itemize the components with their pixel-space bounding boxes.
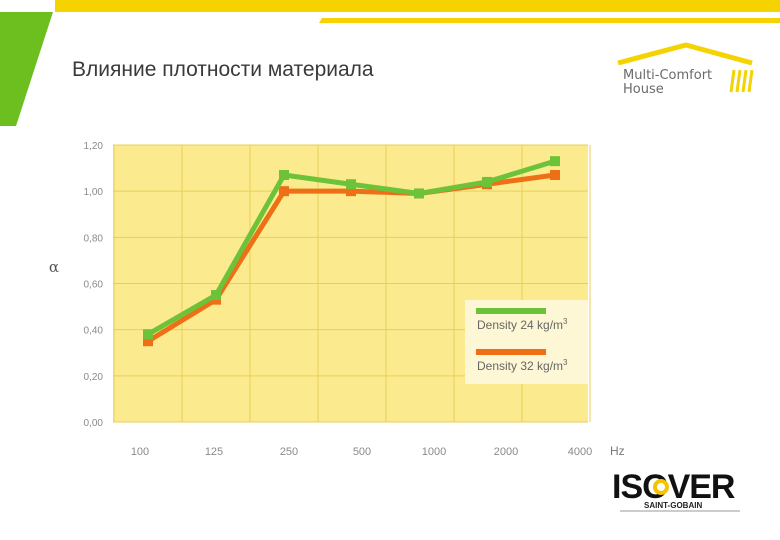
isover-subtitle: SAINT-GOBAIN [644,501,703,510]
x-tick-label: 250 [280,446,298,458]
roof-icon [617,42,754,93]
data-point [482,176,492,187]
isover-wordmark: ISOVER [612,468,735,506]
x-tick-label: 4000 [568,446,592,458]
legend-swatch [476,349,546,355]
y-tick-label: 0,00 [84,418,104,429]
logo-text-line1: Multi-Comfort [623,68,713,83]
y-tick-label: 0,80 [84,233,104,244]
legend-label: Density 24 kg/m3 [477,317,568,332]
x-tick-label: 2000 [494,446,518,458]
y-tick-label: 0,60 [84,280,104,291]
data-point [211,290,221,301]
x-axis-label: Hz [610,444,625,458]
data-point [143,329,153,340]
y-tick-label: 1,00 [84,187,104,198]
yellow-top-bar [55,0,780,12]
y-tick-label: 1,20 [84,141,104,152]
series-density-24 [143,156,560,340]
data-point [143,336,153,347]
data-point [550,156,560,167]
isover-logo: ISOVER SAINT-GOBAIN [612,468,742,518]
x-tick-label: 125 [205,446,223,458]
y-tick-label: 0,20 [84,372,104,383]
x-tick-label: 1000 [422,446,446,458]
isover-underline [620,510,740,512]
data-point [414,188,424,199]
y-tick-label: 0,40 [84,326,104,337]
green-accent-bar [0,12,53,126]
data-point [279,186,289,197]
x-tick-label: 500 [353,446,371,458]
legend: Density 24 kg/m3 Density 32 kg/m3 [465,300,588,384]
logo-text-line2: House [623,82,664,97]
x-tick-label: 100 [131,446,149,458]
yellow-right-bar [319,18,780,23]
sun-o-icon [653,479,669,495]
y-axis-label: α [49,258,59,276]
legend-label: Density 32 kg/m3 [477,358,568,373]
data-point [279,170,289,181]
page-title: Влияние плотности материала [72,58,374,81]
data-point [346,186,356,197]
multi-comfort-house-logo: Multi-Comfort House [606,40,766,104]
data-point [346,179,356,190]
data-point [550,170,560,181]
legend-swatch [476,308,546,314]
